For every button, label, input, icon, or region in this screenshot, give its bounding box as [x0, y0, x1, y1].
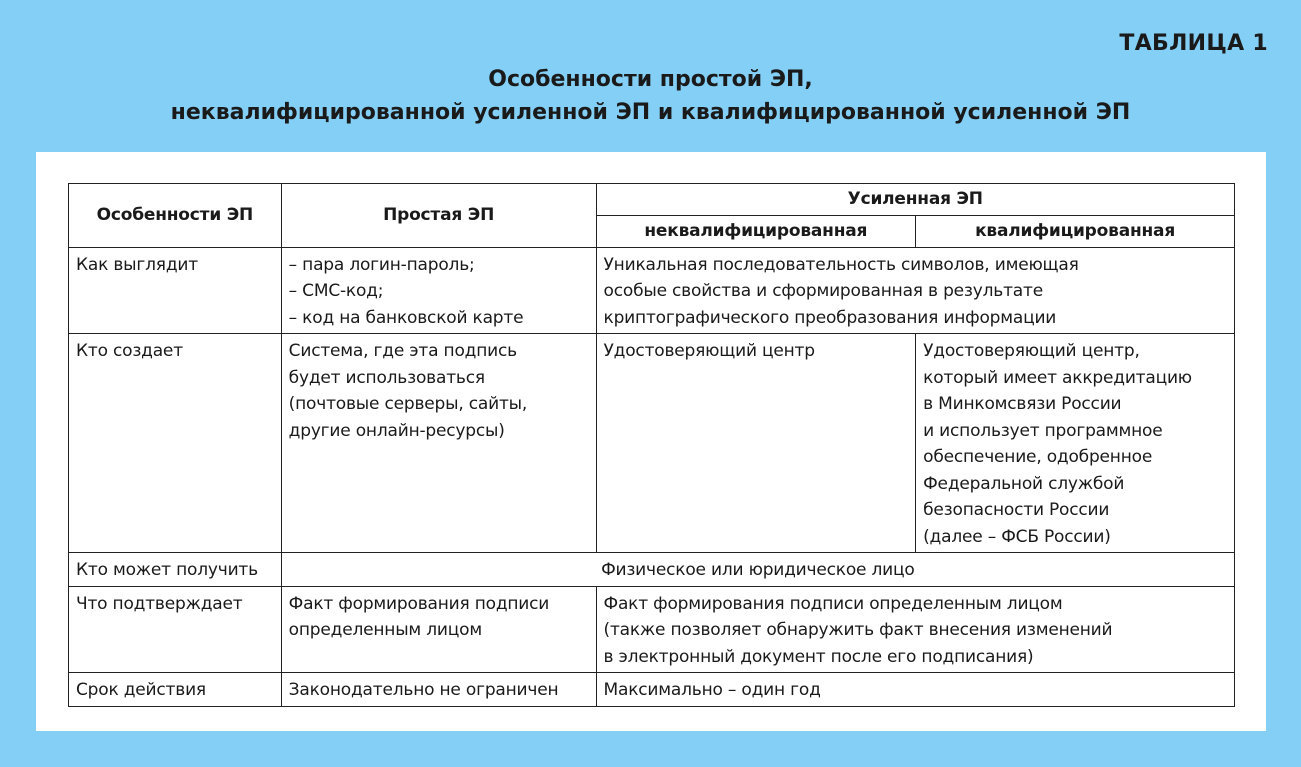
- table-label: ТАБЛИЦА 1: [1119, 31, 1268, 56]
- table-row: Срок действия Законодательно не ограниче…: [68, 672, 1236, 707]
- cell-line: Удостоверяющий центр,: [923, 341, 1140, 361]
- cell-simple: Система, где эта подпись будет использов…: [280, 333, 597, 553]
- cell-line: – пара логин-пароль;: [288, 254, 475, 275]
- cell-qualified: Удостоверяющий центр, который имеет аккр…: [915, 333, 1235, 553]
- cell-feature: Кто создает: [68, 333, 282, 553]
- header-feature: Особенности ЭП: [68, 183, 282, 248]
- header-qualified: квалифицированная: [915, 214, 1235, 248]
- cell-line: в Минкомсвязи России: [923, 394, 1122, 414]
- cell-line: Факт формирования подписи: [288, 593, 550, 614]
- cell-enhanced: Максимально – один год: [595, 672, 1236, 707]
- cell-line: Максимально – один год: [603, 680, 821, 700]
- cell-line: в электронный документ после его подписа…: [603, 646, 1034, 667]
- cell-simple: Законодательно не ограничен: [280, 672, 597, 707]
- title-line: неквалифицированной усиленной ЭП и квали…: [170, 100, 1131, 125]
- cell-line: (далее – ФСБ России): [923, 526, 1111, 547]
- cell-enhanced: Факт формирования подписи определенным л…: [595, 585, 1236, 673]
- comparison-table: Особенности ЭП Простая ЭП Усиленная ЭП н…: [68, 183, 1236, 707]
- cell-line: определенным лицом: [288, 620, 482, 640]
- cell-line: Федеральной службой: [923, 473, 1125, 494]
- cell-feature: Как выглядит: [68, 246, 282, 334]
- cell-line: Законодательно не ограничен: [288, 680, 559, 700]
- cell-line: особые свойства и сформированная в резул…: [603, 281, 1044, 301]
- cell-enhanced: Уникальная последовательность символов, …: [595, 246, 1236, 334]
- cell-line: и использует программное: [923, 420, 1163, 441]
- cell-line: безопасности России: [923, 500, 1110, 520]
- cell-line: обеспечение, одобренное: [923, 447, 1153, 467]
- cell-line: Удостоверяющий центр: [603, 341, 816, 361]
- title-line: Особенности простой ЭП,: [488, 67, 813, 92]
- cell-simple: – пара логин-пароль; – СМС-код; – код на…: [280, 246, 597, 334]
- table-row: Кто может получить Физическое или юридич…: [68, 552, 1236, 587]
- cell-line: Уникальная последовательность символов, …: [603, 254, 1079, 275]
- cell-unqualified: Удостоверяющий центр: [595, 333, 917, 553]
- cell-line: – код на банковской карте: [288, 307, 524, 328]
- table-panel: Особенности ЭП Простая ЭП Усиленная ЭП н…: [36, 152, 1266, 731]
- cell-line: Факт формирования подписи определенным л…: [603, 593, 1063, 614]
- header-enhanced: Усиленная ЭП: [595, 183, 1236, 216]
- cell-feature: Что подтверждает: [68, 585, 282, 673]
- cell-line: Система, где эта подпись: [288, 341, 517, 361]
- cell-line: (также позволяет обнаружить факт внесени…: [603, 620, 1113, 640]
- cell-line: будет использоваться: [288, 367, 485, 388]
- table-row: Что подтверждает Факт формирования подпи…: [68, 585, 1236, 673]
- table-row: Кто создает Система, где эта подпись буд…: [68, 333, 1235, 553]
- cell-line: который имеет аккредитацию: [923, 367, 1192, 388]
- cell-feature: Срок действия: [68, 672, 282, 707]
- cell-feature: Кто может получить: [68, 552, 282, 587]
- cell-line: (почтовые серверы, сайты,: [288, 394, 528, 414]
- cell-all: Физическое или юридическое лицо: [280, 552, 1236, 587]
- page-title: Особенности простой ЭП, неквалифицирован…: [0, 63, 1301, 129]
- cell-line: криптографического преобразования информ…: [603, 307, 1057, 328]
- cell-simple: Факт формирования подписи определенным л…: [280, 585, 597, 673]
- table-row: Как выглядит – пара логин-пароль; – СМС-…: [68, 246, 1236, 334]
- header-unqualified: неквалифицированная: [595, 214, 917, 248]
- cell-line: – СМС-код;: [288, 281, 384, 301]
- header-simple: Простая ЭП: [280, 183, 597, 248]
- cell-line: другие онлайн-ресурсы): [288, 420, 505, 441]
